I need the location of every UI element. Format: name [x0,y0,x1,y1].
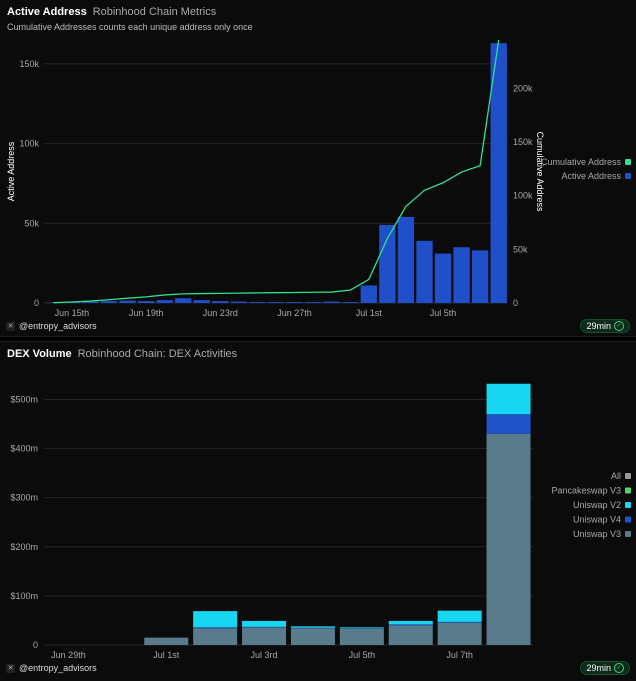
y-tick-label: 100k [19,139,39,149]
active-address-bar [453,247,469,303]
dex-volume-bar-segment [242,627,286,645]
active-address-bar [361,285,377,303]
handle-text: @entropy_advisors [19,663,97,673]
dex-volume-bar-segment [193,611,237,627]
legend-label: Cumulative Address [541,157,622,167]
x-logo-icon: ✕ [6,664,15,673]
y2-tick-label: 200k [513,83,533,93]
active-address-bar [342,302,358,303]
active-address-bar [249,302,265,303]
dex-volume-bar-segment [144,638,188,645]
x-tick-label: Jun 27th [277,308,312,318]
active-address-bar [175,298,191,303]
dex-volume-bar-segment [193,627,237,628]
dex-volume-bar-segment [389,625,433,645]
legend-swatch [625,488,631,494]
active-address-chart: 0 50k 100k 150k 0 50k 100k 150k 200k Jun 15th Jun … [0,0,636,336]
dex-volume-bar-segment [389,621,433,624]
legend-label: Uniswap V2 [573,500,621,510]
freshness-badge: 29min✓ [580,661,630,675]
check-circle-icon: ✓ [614,663,624,673]
legend-swatch [625,173,631,179]
legend-swatch [625,502,631,508]
y2-tick-label: 0 [513,298,518,308]
active-address-bar [416,241,432,303]
legend-label: Uniswap V4 [573,515,621,525]
handle-text: @entropy_advisors [19,321,97,331]
legend-label: All [611,471,621,481]
dex-volume-bar-segment [340,627,384,628]
age-text: 29min [586,321,611,331]
active-address-bar [101,301,117,303]
y-tick-label: $400m [10,444,38,454]
dex-volume-bar-segment [291,628,335,645]
x-logo-icon: ✕ [6,322,15,331]
x-tick-label: Jul 7th [446,650,473,660]
active-address-bar [305,302,321,303]
x-tick-label: Jun 15th [55,308,90,318]
active-address-bar [212,301,228,303]
freshness-badge: 29min✓ [580,319,630,333]
active-address-bar [398,217,414,303]
active-address-bar [324,302,340,303]
y2-tick-label: 100k [513,191,533,201]
legend-swatch [625,159,631,165]
active-address-bar [435,254,451,303]
y2-tick-label: 50k [513,244,528,254]
x-tick-label: Jul 1st [153,650,180,660]
y-tick-label: 0 [33,640,38,650]
dex-volume-bar-segment [487,414,531,434]
dex-volume-bar-segment [438,623,482,645]
x-tick-label: Jul 5th [349,650,376,660]
x-tick-label: Jun 23rd [203,308,238,318]
dex-volume-bar-segment [193,628,237,645]
x-tick-label: Jun 19th [129,308,164,318]
legend-swatch [625,473,631,479]
y-tick-label: 0 [34,298,39,308]
dex-volume-bar-segment [438,622,482,623]
active-address-bar [472,250,488,303]
dex-volume-bar-segment [291,626,335,627]
active-address-bar [138,301,154,303]
legend-swatch [625,531,631,537]
y-tick-label: 50k [24,218,39,228]
y-tick-label: $100m [10,591,38,601]
footer-handle[interactable]: ✕ @entropy_advisors [6,663,97,673]
active-address-bar [119,301,135,303]
dex-volume-bar-segment [487,434,531,645]
active-address-bar [231,302,247,303]
active-address-bar [194,300,210,303]
check-circle-icon: ✓ [614,321,624,331]
y-tick-label: 150k [19,59,39,69]
y-axis-label: Active Address [6,141,16,201]
legend-swatch [625,517,631,523]
y2-axis-label: Cumulative Address [535,131,545,212]
x-tick-label: Jul 3rd [251,650,278,660]
dex-volume-chart: 0 $100m $200m $300m $400m $500m Jun 29th Jul 1s… [0,342,636,681]
dex-volume-bar-segment [487,384,531,414]
legend-label: Uniswap V3 [573,529,621,539]
active-address-bar [268,302,284,303]
active-address-bar [156,300,172,303]
x-tick-label: Jul 5th [430,308,457,318]
dex-volume-bar-segment [389,624,433,625]
dex-volume-bar-segment [242,621,286,627]
x-tick-label: Jul 1st [356,308,383,318]
y2-tick-label: 150k [513,137,533,147]
y-tick-label: $300m [10,493,38,503]
active-address-bar [379,225,395,303]
y-tick-label: $500m [10,394,38,404]
age-text: 29min [586,663,611,673]
dex-volume-bar-segment [340,629,384,645]
active-address-bar [286,302,302,303]
x-tick-label: Jun 29th [51,650,86,660]
legend-label: Active Address [561,171,621,181]
dex-volume-bar-segment [438,611,482,622]
y-tick-label: $200m [10,542,38,552]
legend-label: Pancakeswap V3 [551,486,621,496]
footer-handle[interactable]: ✕ @entropy_advisors [6,321,97,331]
